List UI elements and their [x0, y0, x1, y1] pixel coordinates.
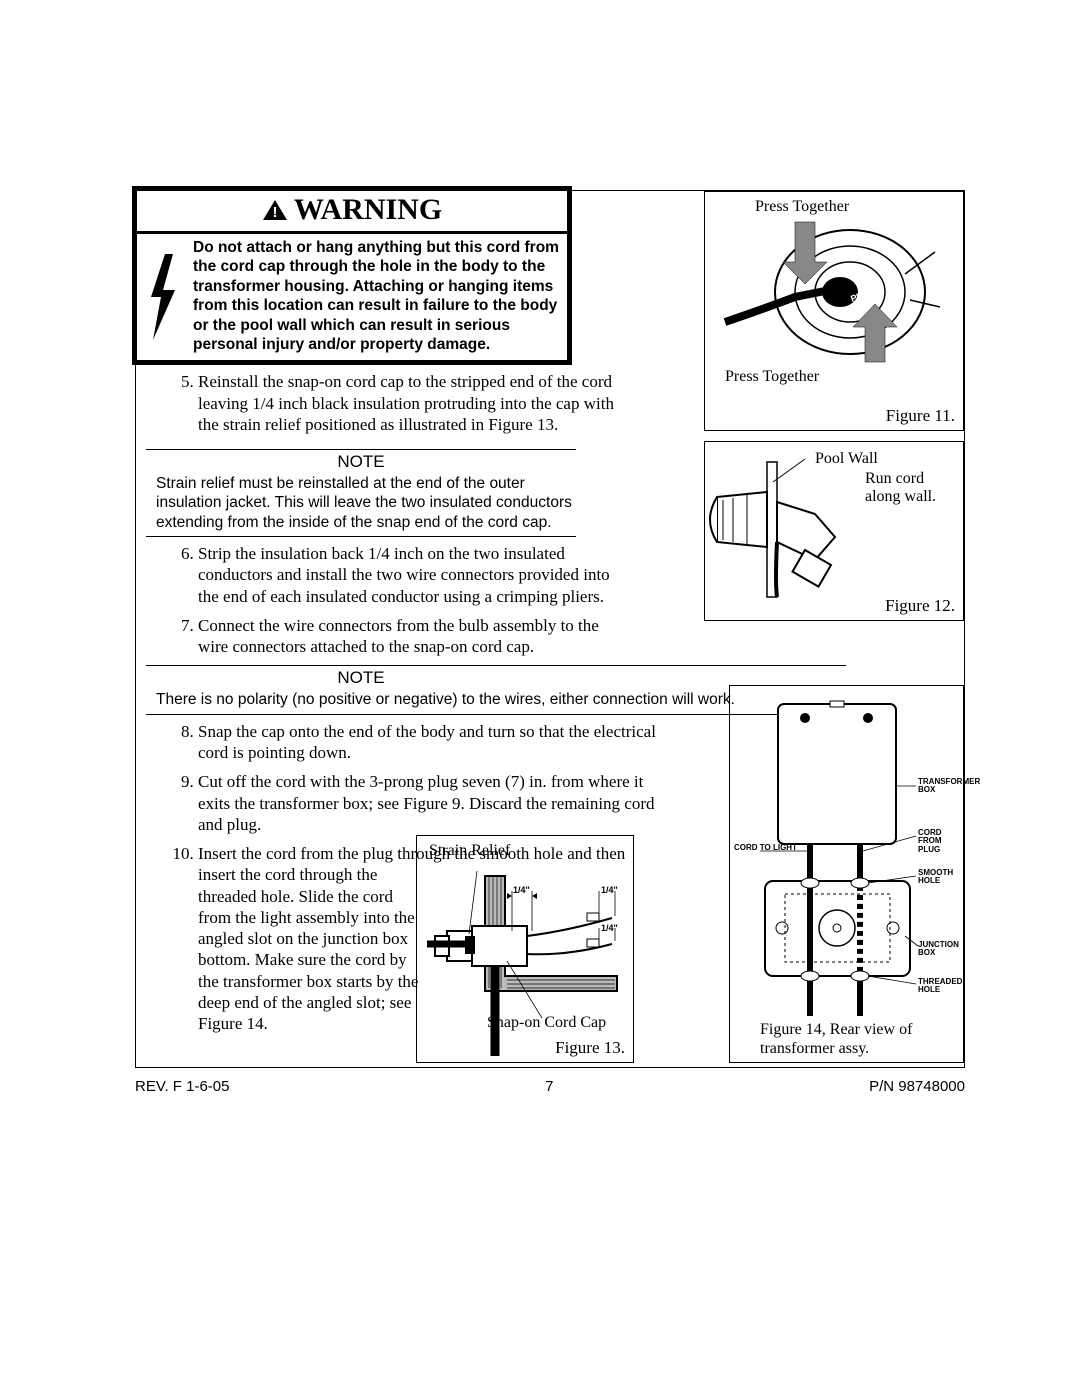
fig11-press-bottom: Press Together — [725, 368, 819, 386]
note-title-2: NOTE — [146, 668, 576, 688]
main-area: ! WARNING Do not attach or h — [136, 191, 964, 1067]
page: ! WARNING Do not attach or h — [0, 0, 1080, 1397]
fig13-strain: Strain Relief — [429, 842, 510, 860]
step-8: Snap the cap onto the end of the body an… — [198, 721, 668, 764]
figure-11: Press Together PUSH — [704, 191, 964, 431]
step-7: Connect the wire connectors from the bul… — [198, 615, 618, 658]
fig13-q1: 1/4" — [513, 886, 530, 895]
fig14-cordplug: CORD FROM PLUG — [918, 829, 963, 854]
fig14-drawing — [730, 686, 965, 1026]
step-5: Reinstall the snap-on cord cap to the st… — [198, 371, 618, 435]
step-6: Strip the insulation back 1/4 inch on th… — [198, 543, 618, 607]
fig13-q2: 1/4" — [601, 886, 618, 895]
warning-title: ! WARNING — [137, 191, 567, 234]
figure-13: Strain Relief 1/4" 1/4" 1/4" Snap-on Cor… — [416, 835, 634, 1063]
step-list-b: Strip the insulation back 1/4 inch on th… — [146, 543, 618, 657]
fig12-label: Figure 12. — [885, 596, 955, 616]
footer-rev: REV. F 1-6-05 — [135, 1078, 230, 1095]
footer-pn: P/N 98748000 — [869, 1078, 965, 1095]
fig12-runcord: Run cord along wall. — [865, 470, 950, 506]
step-list-a: Reinstall the snap-on cord cap to the st… — [146, 371, 618, 435]
fig14-smooth: SMOOTH HOLE — [918, 869, 963, 886]
warning-box: ! WARNING Do not attach or h — [132, 186, 572, 365]
note-title-1: NOTE — [146, 452, 576, 472]
content-frame: ! WARNING Do not attach or h — [135, 190, 965, 1068]
fig14-transformer: TRANSFORMER BOX — [918, 778, 980, 795]
fig12-poolwall: Pool Wall — [815, 450, 878, 468]
fig11-label: Figure 11. — [886, 406, 955, 426]
footer: REV. F 1-6-05 7 P/N 98748000 — [135, 1078, 965, 1095]
figure-12: Pool Wall Run cord along wall. Figure 12… — [704, 441, 964, 621]
step-9: Cut off the cord with the 3-prong plug s… — [198, 771, 668, 835]
fig13-label: Figure 13. — [555, 1038, 625, 1058]
fig13-snap: Snap-on Cord Cap — [487, 1014, 606, 1032]
fig14-threaded: THREADED HOLE — [918, 978, 963, 995]
note-body-1: Strain relief must be reinstalled at the… — [146, 474, 576, 532]
warning-text: Do not attach or hang anything but this … — [189, 234, 567, 360]
footer-page: 7 — [545, 1078, 553, 1095]
fig14-junction: JUNCTION BOX — [918, 941, 963, 958]
warning-triangle-icon: ! — [262, 199, 288, 221]
shock-icon — [137, 234, 189, 360]
figure-14: TRANSFORMER BOX CORD FROM PLUG CORD TO L… — [729, 685, 964, 1063]
fig14-cordlight: CORD TO LIGHT — [734, 844, 797, 852]
fig12-drawing — [705, 442, 965, 622]
fig14-label: Figure 14, Rear view of transformer assy… — [760, 1021, 955, 1058]
fig13-q3: 1/4" — [601, 924, 618, 933]
svg-text:!: ! — [272, 204, 277, 221]
